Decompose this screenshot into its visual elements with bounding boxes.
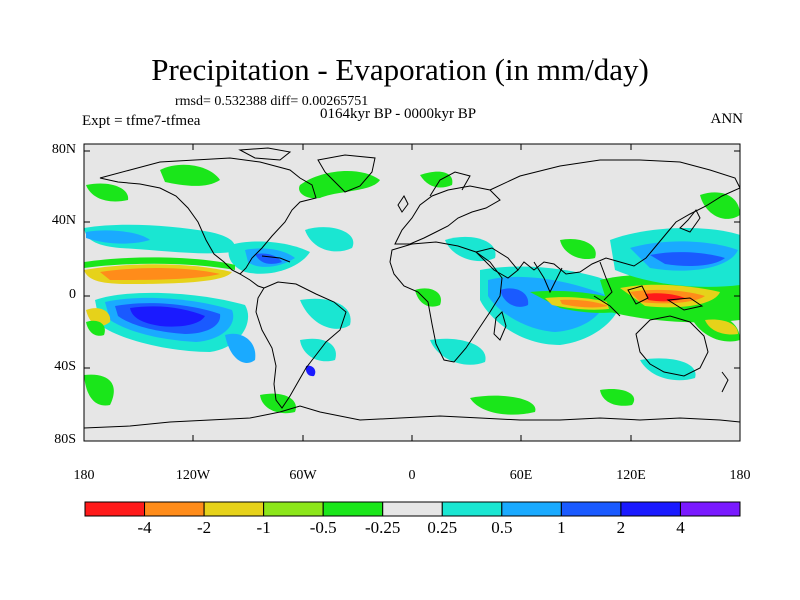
coastline-new-guinea bbox=[666, 297, 704, 311]
colorbar-label: -0.25 bbox=[365, 518, 401, 537]
colorbar-label: 1 bbox=[557, 518, 566, 537]
anomaly-region bbox=[255, 253, 282, 264]
colorbar-swatch bbox=[620, 501, 681, 517]
colorbar bbox=[84, 501, 741, 517]
longitude-label: 0 bbox=[408, 468, 416, 483]
axis-ticks bbox=[83, 144, 741, 442]
coastline-antarctica bbox=[84, 405, 740, 429]
colorbar-swatch bbox=[441, 501, 503, 517]
coastline-central-america bbox=[239, 273, 265, 289]
map-title: Precipitation - Evaporation (in mm/day) bbox=[151, 52, 649, 87]
colorbar-label: 0.5 bbox=[491, 518, 513, 537]
longitude-label: 120E bbox=[616, 468, 646, 483]
time-period: 0164kyr BP - 0000kyr BP bbox=[320, 106, 477, 122]
anomaly-fields bbox=[84, 164, 740, 415]
colorbar-label: 0.25 bbox=[427, 518, 458, 537]
anomaly-region bbox=[84, 257, 235, 270]
anomaly-region bbox=[305, 365, 316, 377]
longitude-label: 120W bbox=[175, 468, 211, 483]
anomaly-region bbox=[650, 252, 725, 266]
longitude-label: 60W bbox=[289, 468, 317, 483]
latitude-label: 80S bbox=[54, 432, 76, 447]
latitude-label: 80N bbox=[51, 142, 76, 157]
coastline-british-isles bbox=[397, 195, 409, 213]
colorbar-swatch bbox=[679, 501, 741, 517]
coastline-southeast-asia bbox=[599, 261, 613, 301]
colorbar-swatch bbox=[84, 501, 146, 517]
coastline-japan bbox=[679, 209, 701, 233]
anomaly-region bbox=[225, 333, 256, 363]
anomaly-region bbox=[500, 288, 529, 307]
anomaly-region bbox=[470, 395, 536, 415]
colorbar-swatch bbox=[501, 501, 562, 517]
coastlines bbox=[84, 147, 740, 429]
longitude-label: 60E bbox=[509, 468, 533, 483]
coastline-india bbox=[533, 261, 563, 294]
anomaly-region bbox=[130, 306, 205, 327]
anomaly-region bbox=[86, 320, 105, 336]
latitude-label: 40N bbox=[51, 213, 76, 228]
anomaly-region bbox=[300, 338, 336, 362]
colorbar-label: -0.5 bbox=[309, 518, 337, 537]
colorbar-swatch bbox=[560, 501, 622, 517]
anomaly-region bbox=[300, 298, 351, 329]
coastline-arctic-islands bbox=[238, 147, 292, 161]
coastline-madagascar bbox=[493, 311, 507, 341]
colorbar-swatch bbox=[263, 501, 324, 517]
colorbar-label: 2 bbox=[616, 518, 626, 537]
longitude-label: 180 bbox=[729, 468, 751, 483]
season-label: ANN bbox=[710, 111, 744, 127]
rmsd-diff-stats: rmsd= 0.532388 diff= 0.00265751 bbox=[175, 94, 369, 109]
coastline-borneo bbox=[627, 285, 649, 305]
map-plot-area bbox=[84, 144, 740, 441]
anomaly-region bbox=[705, 319, 738, 335]
colorbar-label: 4 bbox=[676, 518, 685, 537]
anomaly-region bbox=[305, 227, 354, 252]
anomaly-region bbox=[100, 268, 220, 280]
colorbar-label: -1 bbox=[256, 518, 271, 537]
colorbar-label: -2 bbox=[196, 518, 212, 537]
experiment-label: Expt = tfme7-tfmea bbox=[82, 113, 201, 129]
coastline-cuba bbox=[261, 255, 291, 263]
anomaly-region bbox=[640, 358, 696, 381]
coastline-europe bbox=[394, 185, 501, 245]
anomaly-region bbox=[84, 374, 114, 406]
coastline-asia bbox=[489, 159, 740, 275]
coastline-north-america bbox=[99, 157, 317, 275]
latitude-label: 0 bbox=[69, 287, 76, 302]
anomaly-region bbox=[415, 288, 441, 307]
coastline-scandinavia bbox=[429, 171, 471, 197]
colorbar-swatch bbox=[322, 501, 384, 517]
anomaly-region bbox=[86, 183, 129, 202]
anomaly-region bbox=[445, 236, 496, 262]
colorbar-swatch bbox=[144, 501, 205, 517]
coastline-new-zealand bbox=[721, 371, 729, 393]
colorbar-swatch bbox=[203, 501, 265, 517]
anomaly-region bbox=[560, 238, 596, 260]
colorbar-label: -4 bbox=[137, 518, 152, 537]
coastline-south-america bbox=[255, 281, 347, 409]
coastline-greenland bbox=[317, 154, 376, 193]
anomaly-region bbox=[420, 171, 453, 188]
longitude-label: 180 bbox=[73, 468, 95, 483]
anomaly-region bbox=[86, 230, 150, 244]
anomaly-region bbox=[600, 389, 635, 406]
coastline-africa bbox=[389, 241, 503, 363]
anomaly-region bbox=[299, 170, 380, 199]
colorbar-swatch bbox=[382, 501, 443, 517]
latitude-label: 40S bbox=[54, 359, 76, 374]
anomaly-region bbox=[430, 338, 486, 365]
coastline-sumatra bbox=[593, 295, 621, 317]
anomaly-region bbox=[560, 299, 608, 308]
anomaly-region bbox=[700, 192, 740, 219]
coastline-australia bbox=[635, 315, 709, 377]
anomaly-region bbox=[160, 164, 220, 186]
